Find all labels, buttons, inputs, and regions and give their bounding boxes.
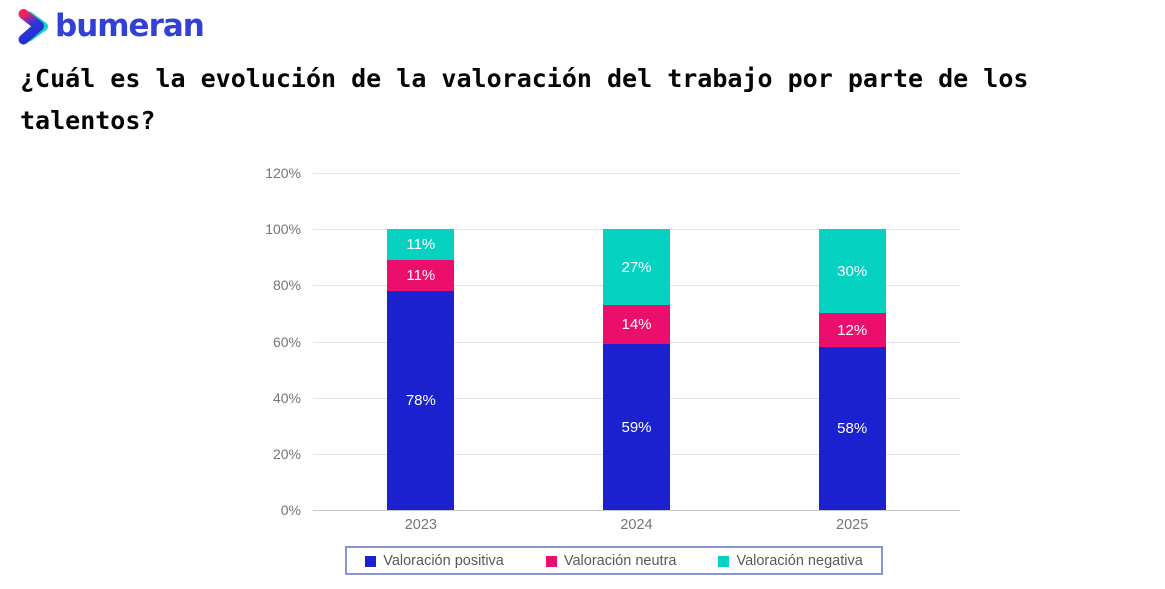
bar-value-label: 59% — [621, 418, 652, 436]
plot-area: 120% 100% 80% 60% 40% 20% 0% 2023 78% 11% 11% 2024 5… — [265, 165, 960, 533]
x-axis-category-label: 2025 — [836, 517, 869, 533]
bar-value-label: 58% — [837, 420, 868, 438]
bar-value-label: 27% — [621, 258, 652, 276]
x-axis-category-label: 2023 — [404, 517, 437, 533]
bar-segment: 27% — [603, 229, 670, 305]
y-axis-tick-label: 60% — [272, 333, 301, 350]
legend-item: Valoración negativa — [718, 552, 863, 569]
bumeran-wordmark: bumeran — [55, 8, 205, 44]
chart-legend: Valoración positiva Valoración neutra Valo… — [345, 546, 883, 575]
bar-segment: 12% — [818, 313, 886, 348]
bar-segment: 11% — [387, 260, 455, 291]
bar-value-label: 11% — [406, 236, 436, 254]
y-axis-tick-label: 20% — [272, 445, 301, 462]
bar-segment: 78% — [387, 290, 455, 510]
bar-segment: 14% — [603, 305, 670, 345]
bar-value-label: 14% — [621, 316, 652, 334]
bar-value-label: 11% — [406, 267, 436, 284]
y-axis-tick-label: 80% — [272, 277, 301, 294]
y-axis-tick-label: 40% — [272, 389, 301, 406]
legend-label: Valoración positiva — [383, 552, 504, 569]
legend-label: Valoración negativa — [736, 552, 863, 569]
x-axis-category-label: 2024 — [620, 517, 653, 533]
x-axis-line — [313, 510, 960, 511]
bar-segment: 11% — [387, 229, 455, 261]
y-axis-tick-label: 0% — [280, 502, 301, 518]
bumeran-logo: bumeran — [13, 5, 205, 47]
legend-item: Valoración neutra — [545, 552, 677, 569]
gridline — [313, 173, 960, 174]
bar-segment: 59% — [603, 344, 670, 510]
bar-value-label: 78% — [405, 391, 436, 409]
bar-segment: 30% — [818, 229, 886, 314]
legend-swatch — [718, 555, 730, 567]
chart-question-title: ¿Cuál es la evolución de la valoración d… — [20, 64, 1029, 135]
legend-swatch — [365, 555, 377, 567]
bumeran-chevron-icon — [18, 9, 48, 45]
bar-segment: 58% — [818, 347, 886, 510]
bar-value-label: 12% — [837, 321, 868, 339]
y-axis-tick-label: 120% — [265, 165, 301, 181]
bar-value-label: 30% — [837, 262, 868, 280]
legend-item: Valoración positiva — [365, 553, 504, 569]
legend-swatch — [545, 555, 557, 567]
y-axis-tick-label: 100% — [265, 221, 301, 238]
legend-label: Valoración neutra — [563, 552, 677, 569]
